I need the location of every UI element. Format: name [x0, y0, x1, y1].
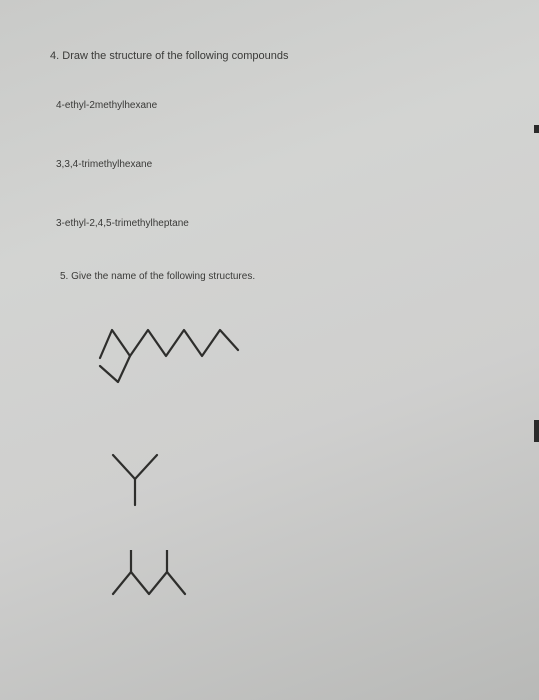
structure-1 [90, 310, 250, 390]
question-4-prompt: Draw the structure of the following comp… [62, 50, 288, 62]
question-5-prompt: Give the name of the following structure… [71, 271, 255, 282]
question-4-number: 4. [50, 50, 59, 62]
compound-name-2: 3,3,4-trimethylhexane [56, 159, 499, 170]
structure-2 [105, 445, 175, 510]
question-4-heading: 4. Draw the structure of the following c… [50, 50, 499, 62]
compound-name-3: 3-ethyl-2,4,5-trimethylheptane [56, 218, 499, 229]
compound-name-1: 4-ethyl-2methylhexane [56, 100, 499, 111]
question-5-heading: 5. Give the name of the following struct… [60, 271, 499, 282]
worksheet-page: 4. Draw the structure of the following c… [0, 0, 539, 700]
question-5-number: 5. [60, 271, 68, 282]
structure-3 [105, 550, 195, 600]
page-edge-mark [534, 420, 539, 442]
page-edge-mark [534, 125, 539, 133]
